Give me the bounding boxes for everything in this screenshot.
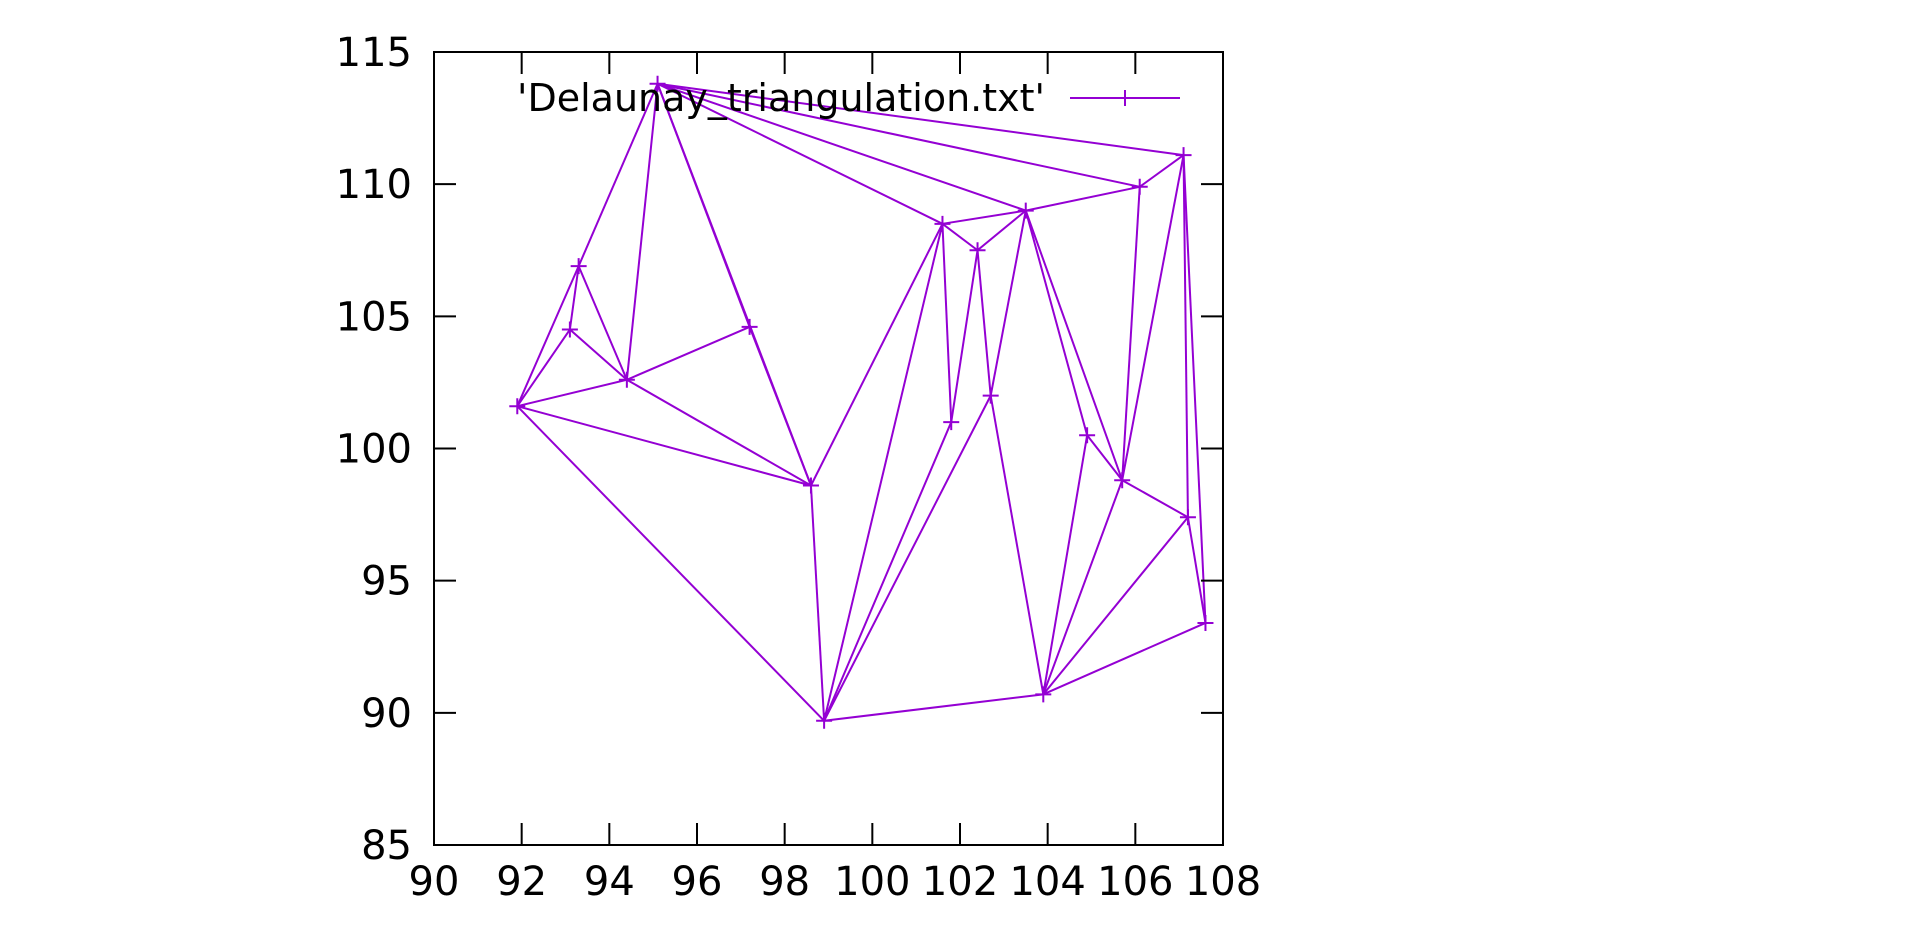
triangulation-edge: [810, 223, 944, 486]
triangulation-edge: [1186, 517, 1207, 624]
triangulation-edge: [657, 82, 1184, 157]
triangulation-edge: [823, 693, 1044, 722]
triangulation-edge: [976, 209, 1027, 252]
triangulation-edge: [941, 223, 979, 252]
triangulation-edges: [516, 82, 1207, 722]
data-point-marker: [816, 712, 833, 729]
triangulation-edge: [569, 328, 628, 381]
data-point-marker: [509, 398, 526, 415]
triangulation-edge: [656, 83, 812, 486]
triangulation-edge: [1121, 479, 1189, 519]
triangulation-edge: [1139, 154, 1185, 188]
data-point-marker: [649, 75, 666, 92]
axis-ticks: 90 92 94 96 98 100 102 104 106 108859095100105110…: [336, 30, 1262, 905]
data-point-marker: [1179, 509, 1196, 526]
x-tick-label: 104: [1009, 859, 1085, 905]
data-point-marker: [943, 414, 960, 431]
data-point-marker: [1017, 202, 1034, 219]
x-tick-label: 108: [1185, 859, 1261, 905]
triangulation-edge: [823, 223, 944, 721]
triangulation-edge: [568, 265, 580, 330]
triangulation-edge: [1182, 155, 1207, 624]
triangulation-edge: [657, 82, 943, 225]
y-tick-label: 110: [336, 162, 412, 208]
data-point-marker: [741, 318, 758, 335]
triangulation-edge: [1042, 479, 1124, 695]
y-tick-label: 115: [336, 30, 412, 76]
triangulation-edge: [1121, 154, 1185, 481]
triangulation-edge: [1025, 185, 1140, 212]
y-tick-label: 105: [336, 294, 412, 340]
triangulation-edge: [577, 83, 659, 267]
legend-label: 'Delaunay_triangulation.txt': [517, 76, 1045, 120]
triangulation-edge: [516, 405, 825, 722]
legend: 'Delaunay_triangulation.txt': [517, 76, 1180, 120]
triangulation-edge: [941, 223, 953, 423]
triangulation-edge: [517, 378, 628, 408]
triangulation-edge: [823, 421, 953, 722]
triangulation-edge: [989, 210, 1027, 396]
triangulation-edge: [809, 485, 826, 721]
triangulation-edge: [577, 265, 628, 381]
data-point-marker: [1131, 178, 1148, 195]
data-point-marker: [570, 258, 587, 275]
x-tick-label: 96: [672, 859, 723, 905]
triangulation-edge: [517, 405, 812, 487]
data-point-marker: [969, 242, 986, 259]
triangulation-edge: [657, 82, 1027, 212]
triangulation-edge: [1086, 434, 1123, 481]
triangulation-edge: [1121, 186, 1141, 481]
x-tick-label: 90: [409, 859, 460, 905]
triangulation-edge: [1042, 516, 1189, 695]
triangulation-edge: [626, 378, 812, 487]
x-tick-label: 100: [834, 859, 910, 905]
data-point-marker: [802, 477, 819, 494]
x-tick-label: 106: [1097, 859, 1173, 905]
x-tick-label: 98: [759, 859, 810, 905]
triangulation-edge: [976, 250, 992, 396]
data-point-marker: [1175, 147, 1192, 164]
y-tick-label: 100: [336, 427, 412, 473]
triangulation-edge: [1042, 435, 1089, 695]
data-point-marker: [618, 371, 635, 388]
x-tick-label: 102: [922, 859, 998, 905]
data-point-marker: [934, 215, 951, 232]
x-tick-label: 94: [584, 859, 635, 905]
triangulation-edge: [1024, 210, 1089, 436]
data-point-marker: [1035, 686, 1052, 703]
data-point-marker: [982, 387, 999, 404]
triangulation-points: [509, 75, 1214, 729]
data-point-marker: [1079, 427, 1096, 444]
x-tick-label: 92: [496, 859, 547, 905]
data-point-marker: [1114, 472, 1131, 489]
triangulation-edge: [516, 328, 571, 407]
y-tick-label: 85: [361, 823, 412, 869]
data-point-marker: [561, 321, 578, 338]
data-point-marker: [1197, 614, 1214, 631]
legend-marker-sample: [1117, 90, 1133, 106]
triangulation-edge: [626, 325, 750, 381]
triangulation-edge: [625, 83, 659, 380]
triangulation-edge: [1024, 210, 1124, 481]
y-tick-label: 90: [361, 691, 412, 737]
triangulation-edge: [1182, 155, 1189, 518]
triangulation-edge: [657, 82, 1140, 188]
triangulation-edge: [989, 395, 1045, 695]
y-tick-label: 95: [361, 559, 412, 605]
triangulation-edge: [823, 395, 992, 722]
triangulation-edge: [942, 209, 1026, 225]
triangulation-edge: [950, 250, 979, 423]
triangulation-edge: [516, 265, 580, 407]
triangulation-edge: [1042, 622, 1206, 696]
